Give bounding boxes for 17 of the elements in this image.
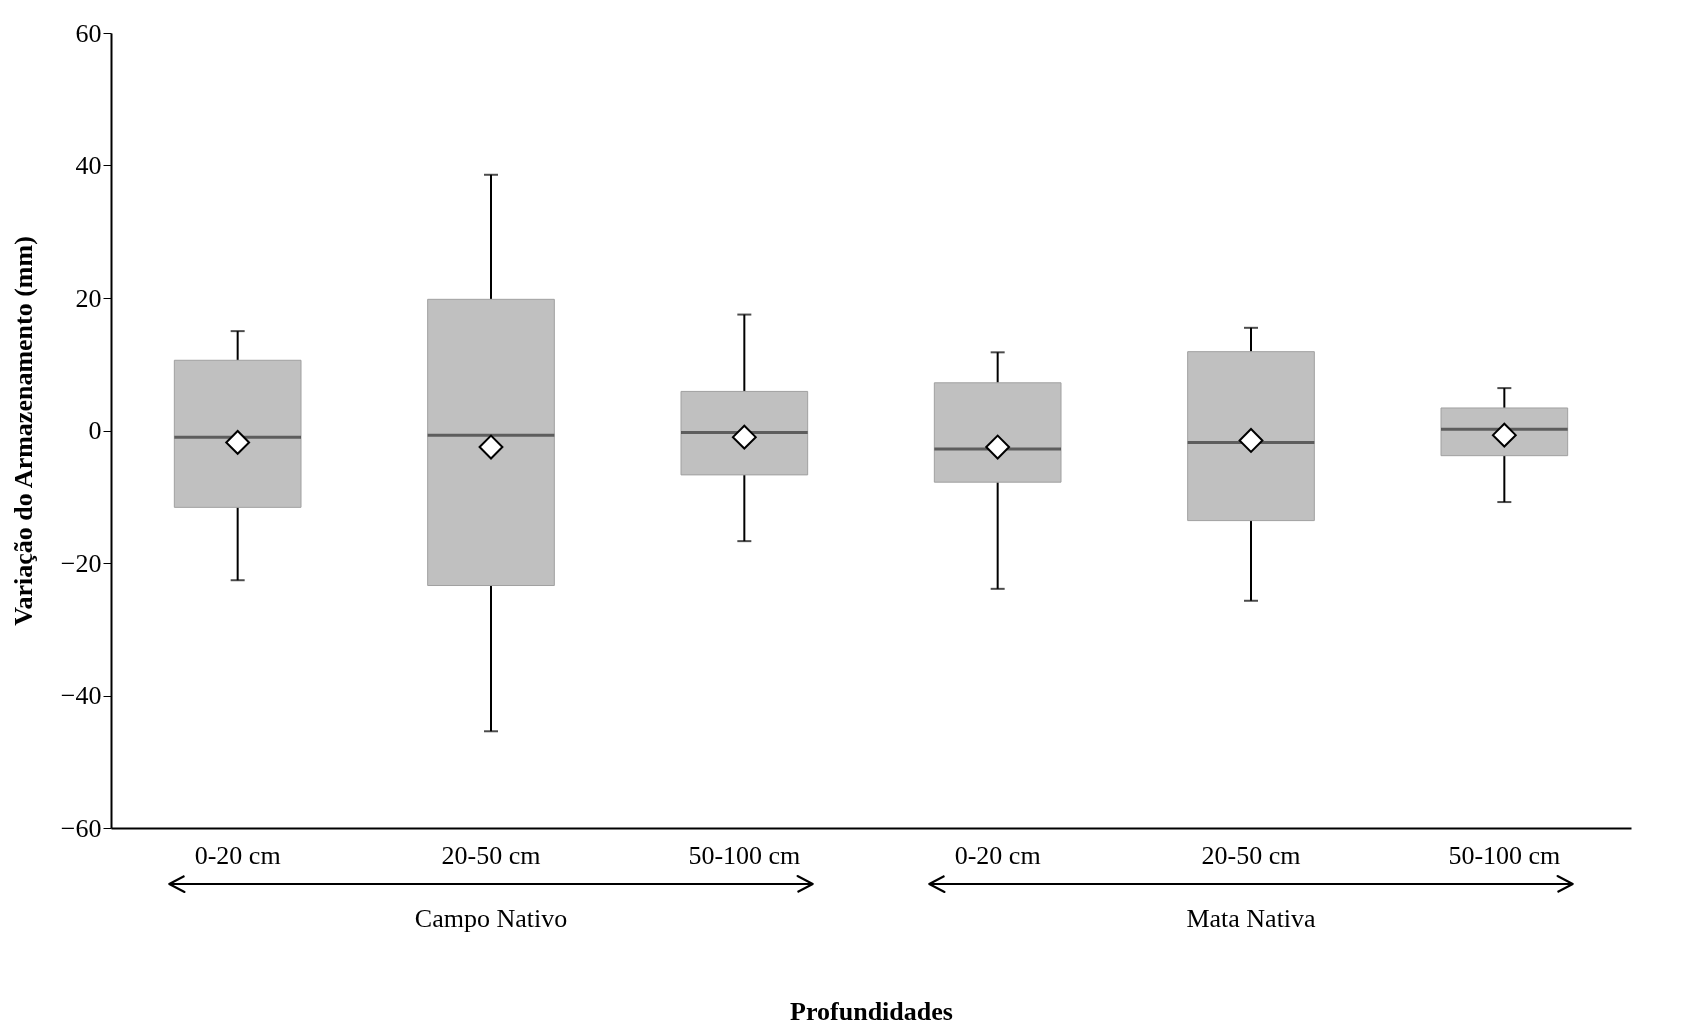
y-tick-label: 20 xyxy=(75,283,102,313)
x-tick-label: 50-100 cm xyxy=(1448,840,1561,870)
x-tick-label: 20-50 cm xyxy=(441,840,541,870)
y-tick-label: 60 xyxy=(75,18,102,48)
y-tick-label: 0 xyxy=(88,416,102,445)
y-tick-label: −40 xyxy=(60,681,102,710)
text: Campo Nativo xyxy=(414,904,568,933)
y-axis-title: Variação do Armazenamento (mm) xyxy=(8,236,38,626)
y-tick-label: 40 xyxy=(75,151,102,180)
x-axis-title: Profundidades xyxy=(790,996,953,1026)
x-tick-label: 0-20 cm xyxy=(194,840,281,870)
x-tick-label: 0-20 cm xyxy=(954,840,1041,870)
y-tick-label: −20 xyxy=(60,548,102,578)
y-tick-label: −60 xyxy=(60,813,102,843)
text: Mata Nativa xyxy=(1186,904,1317,933)
x-tick-label: 50-100 cm xyxy=(688,840,801,870)
x-tick-label: 20-50 cm xyxy=(1201,840,1301,870)
